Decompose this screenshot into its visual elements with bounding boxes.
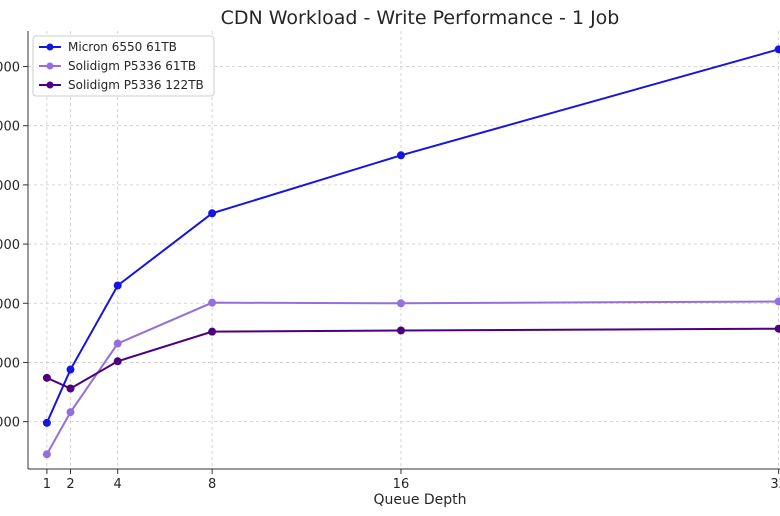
series-group [42, 45, 780, 459]
x-axis-ticks: 12 4 8 16 32 [43, 469, 780, 492]
chart-title: CDN Workload - Write Performance - 1 Job [221, 7, 620, 29]
data-point [208, 327, 217, 336]
series-1 [42, 45, 780, 427]
data-point [42, 418, 51, 427]
legend-marker [46, 43, 54, 51]
data-point [42, 450, 51, 459]
legend-item: Solidigm P5336 61TB [39, 59, 196, 73]
data-point [66, 384, 75, 393]
legend-item: Micron 6550 61TB [39, 40, 177, 54]
legend-item: Solidigm P5336 122TB [39, 78, 204, 92]
legend-marker [46, 81, 54, 89]
data-point [774, 45, 780, 54]
series-line [45, 48, 779, 424]
data-point [66, 365, 75, 374]
data-point [113, 357, 122, 366]
data-point [208, 209, 217, 218]
series-line [46, 300, 779, 455]
data-point [113, 339, 122, 348]
data-point [66, 408, 75, 417]
legend-label: Solidigm P5336 122TB [68, 78, 204, 92]
y-tick-label: 7000 [0, 61, 20, 76]
series-2 [42, 297, 780, 459]
data-point [113, 281, 122, 290]
data-point [396, 299, 405, 308]
y-tick-label: 1000 [0, 416, 20, 431]
x-tick-label: 8 [208, 477, 216, 492]
legend-marker [46, 62, 54, 70]
x-tick-label: 32 [770, 477, 780, 492]
series-3 [42, 324, 780, 393]
data-point [396, 151, 405, 160]
legend-label: Micron 6550 61TB [68, 40, 177, 54]
data-point [208, 298, 217, 307]
series-line [46, 327, 779, 390]
data-point [42, 373, 51, 382]
y-tick-label: 6000 [0, 120, 20, 135]
data-point [774, 297, 780, 306]
axes [27, 31, 780, 470]
legend-box [32, 35, 215, 97]
y-tick-label: 4000 [0, 238, 20, 253]
y-tick-label: 2000 [0, 356, 20, 371]
x-tick-label: 2 [66, 477, 74, 492]
x-axis-label: Queue Depth [373, 492, 466, 508]
grid-lines [28, 31, 780, 469]
data-point [396, 326, 405, 335]
legend-label: Solidigm P5336 61TB [68, 59, 196, 73]
y-tick-label: 5000 [0, 179, 20, 194]
data-point [774, 324, 780, 333]
x-tick-label: 16 [393, 477, 410, 492]
x-tick-label: 1 [43, 477, 51, 492]
x-tick-label: 4 [114, 477, 122, 492]
legend: Micron 6550 61TB Solidigm P5336 61TB Solid… [32, 35, 215, 97]
